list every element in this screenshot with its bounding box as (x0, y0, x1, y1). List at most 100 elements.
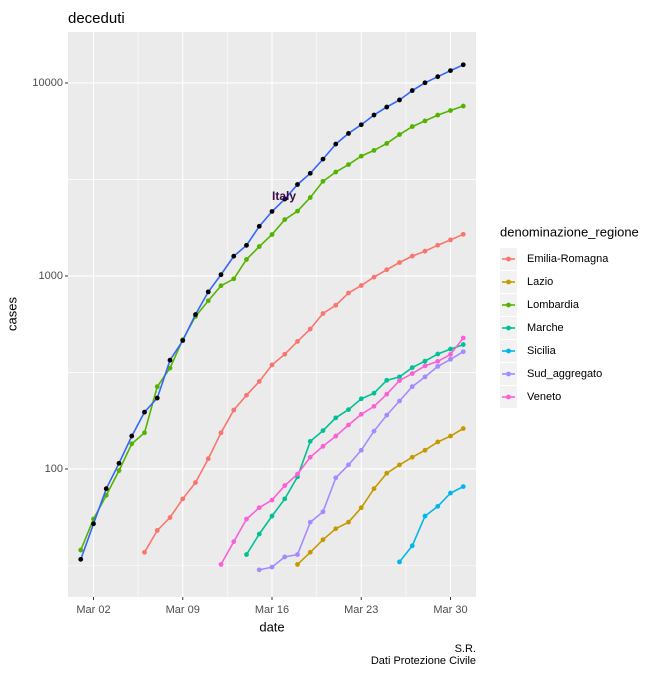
series-point (384, 267, 390, 273)
y-tick-label: 100 (45, 463, 63, 475)
series-point (358, 505, 364, 511)
series-point (333, 475, 339, 481)
series-line (245, 343, 464, 556)
series-point (320, 537, 326, 543)
series-point (358, 283, 364, 288)
italy-point (180, 338, 186, 343)
series-point (346, 407, 351, 413)
series-point (371, 147, 377, 153)
series-point (397, 132, 402, 137)
series-point (409, 384, 415, 390)
series-point (409, 124, 415, 129)
series-point (180, 496, 186, 502)
legend-title: denominazione_regione (500, 224, 639, 239)
series-point (397, 374, 402, 380)
legend-label: Veneto (527, 391, 561, 403)
series-point (397, 462, 402, 468)
series-point (422, 374, 428, 380)
series-point (358, 153, 364, 159)
legend-swatch (506, 325, 511, 331)
chart-title: deceduti (68, 10, 125, 27)
series-point (448, 352, 453, 357)
legend-label: Emilia-Romagna (527, 253, 609, 265)
series-point (460, 349, 466, 355)
x-tick-label: Mar 02 (76, 604, 110, 616)
y-tick-label: 10000 (32, 77, 63, 89)
italy-point (371, 112, 377, 118)
series-point (333, 302, 339, 308)
italy-point (448, 68, 453, 73)
series-point (435, 242, 441, 248)
legend-label: Sicilia (527, 345, 557, 357)
series-point (205, 298, 211, 304)
series-point (358, 396, 364, 402)
x-tick-label: Mar 16 (255, 604, 289, 616)
italy-point (333, 141, 339, 147)
series-point (384, 377, 390, 383)
series-point (409, 543, 415, 549)
series-point (435, 503, 441, 509)
italy-point (295, 182, 300, 187)
series-point (282, 483, 288, 488)
series-point (346, 422, 351, 428)
italy-point (78, 556, 84, 562)
series-point (307, 326, 313, 332)
series-point (154, 528, 160, 533)
series-point (435, 112, 441, 118)
series-point (371, 390, 377, 396)
series-point (142, 549, 147, 555)
series-point (333, 433, 339, 439)
series-point (282, 554, 288, 560)
series-point (397, 378, 402, 383)
series-point (307, 519, 313, 525)
series-point (422, 447, 428, 453)
series-point (167, 365, 173, 371)
series-point (256, 567, 262, 573)
series-point (269, 362, 275, 368)
series-point (435, 351, 441, 357)
series-point (460, 484, 466, 490)
series-point (409, 454, 415, 460)
series-point (282, 496, 288, 502)
series-point (218, 562, 224, 567)
series-point (320, 311, 326, 316)
legend-swatch (506, 371, 511, 377)
series-point (435, 439, 441, 445)
series-point (448, 108, 453, 113)
series-point (218, 283, 224, 289)
series-point (435, 358, 441, 364)
legend-swatch (506, 279, 511, 285)
italy-point (129, 433, 135, 439)
series-point (346, 290, 351, 296)
series-point (307, 454, 313, 460)
series-point (333, 526, 339, 532)
caption: Dati Protezione Civile (371, 655, 476, 667)
series-point (320, 509, 326, 515)
legend-label: Sud_aggregato (527, 368, 602, 380)
series-point (307, 195, 313, 200)
series-point (371, 274, 377, 280)
series-point (460, 103, 466, 109)
y-tick-label: 1000 (39, 270, 63, 282)
series-point (295, 562, 300, 567)
italy-point (91, 521, 96, 527)
series-point (269, 497, 275, 503)
series-point (129, 441, 135, 447)
series-point (154, 384, 160, 390)
series-point (397, 398, 402, 404)
legend-swatch (506, 256, 511, 262)
series-point (320, 443, 326, 449)
series-point (371, 486, 377, 492)
series-point (346, 162, 351, 167)
series-point (422, 248, 428, 254)
series-point (460, 426, 466, 431)
italy-point (282, 196, 288, 202)
series-point (269, 513, 275, 519)
series-point (320, 178, 326, 184)
series-point (384, 470, 390, 476)
x-axis-title: date (259, 619, 284, 634)
italy-point (218, 272, 224, 278)
series-point (422, 363, 428, 369)
series-point (460, 342, 466, 347)
